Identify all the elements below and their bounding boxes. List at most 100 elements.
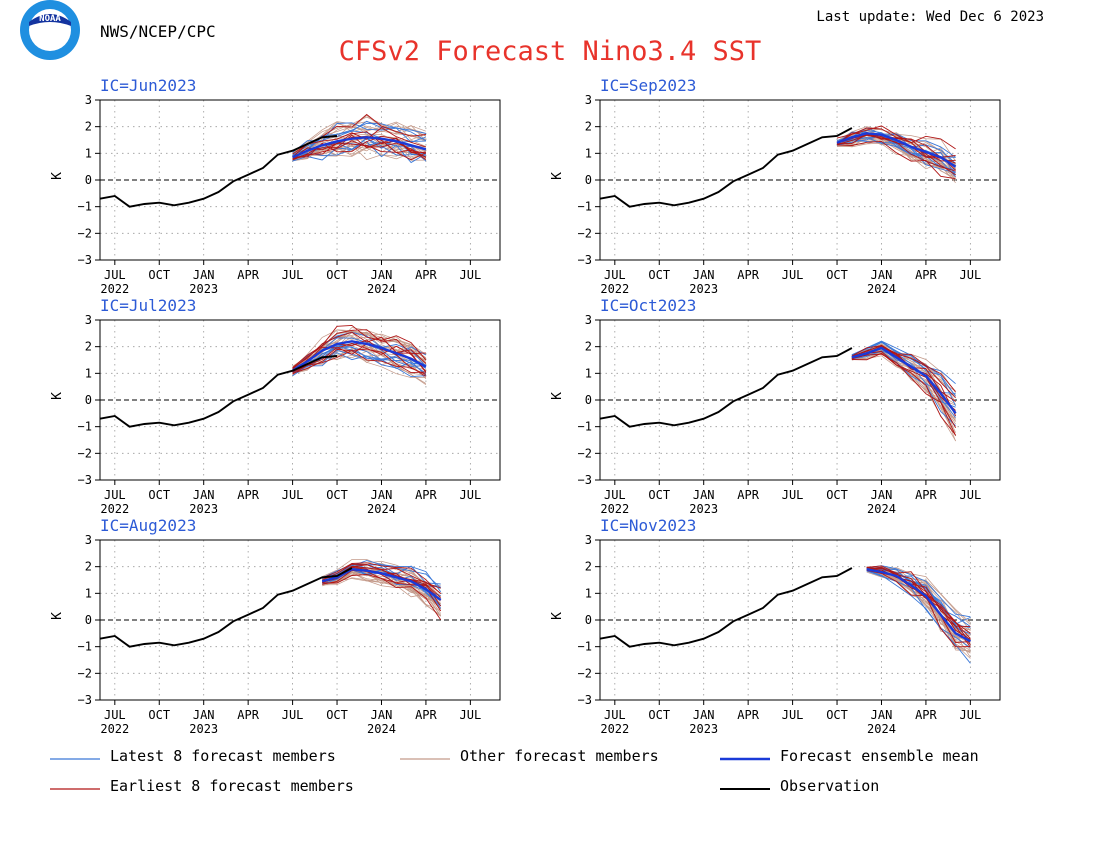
x-tick-label: JUL — [104, 488, 126, 502]
y-axis-label: K — [550, 392, 565, 400]
x-tick-label: JUL — [460, 488, 482, 502]
x-year-label: 2024 — [367, 282, 396, 296]
x-tick-label: APR — [915, 708, 937, 722]
y-tick-label: 3 — [585, 313, 592, 327]
legend-item-other: Other forecast members — [400, 747, 659, 765]
agency-label: NWS/NCEP/CPC — [100, 22, 216, 41]
x-tick-label: JUL — [782, 708, 804, 722]
x-tick-label: JUL — [282, 488, 304, 502]
y-tick-label: −1 — [78, 200, 92, 214]
x-year-label: 2023 — [689, 722, 718, 736]
x-tick-label: JAN — [871, 708, 893, 722]
panel-label: IC=Aug2023 — [100, 516, 196, 535]
y-tick-label: −3 — [578, 253, 592, 267]
legend-item-earliest: Earliest 8 forecast members — [50, 777, 354, 795]
y-tick-label: −1 — [578, 200, 592, 214]
panel-label: IC=Nov2023 — [600, 516, 696, 535]
y-tick-label: 0 — [85, 393, 92, 407]
y-tick-label: 1 — [585, 366, 592, 380]
x-tick-label: OCT — [326, 268, 348, 282]
x-tick-label: OCT — [148, 708, 170, 722]
y-tick-label: 2 — [85, 120, 92, 134]
y-tick-label: 0 — [85, 613, 92, 627]
observation-line — [600, 348, 852, 427]
x-tick-label: OCT — [648, 268, 670, 282]
x-tick-label: JAN — [693, 488, 715, 502]
x-tick-label: JUL — [960, 268, 982, 282]
x-tick-label: OCT — [148, 488, 170, 502]
x-tick-label: APR — [915, 268, 937, 282]
panel-ic-sep2023: −3−2−10123KJUL OCT JAN APR JUL OCT JAN APR JUL20… — [550, 76, 1000, 296]
x-tick-label: JUL — [960, 488, 982, 502]
noaa-logo-text: NOAA — [39, 14, 61, 24]
x-tick-label: JAN — [193, 708, 215, 722]
x-tick-label: JAN — [193, 488, 215, 502]
legend: Latest 8 forecast members Other forecast… — [50, 747, 979, 795]
y-tick-label: 1 — [85, 586, 92, 600]
x-year-label: 2023 — [689, 502, 718, 516]
noaa-logo: NOAA — [20, 0, 80, 60]
x-year-label: 2024 — [367, 502, 396, 516]
x-year-label: 2024 — [867, 282, 896, 296]
legend-label-mean: Forecast ensemble mean — [780, 747, 979, 765]
x-year-label: 2022 — [600, 282, 629, 296]
x-tick-label: APR — [415, 708, 437, 722]
x-tick-label: APR — [737, 268, 759, 282]
x-tick-label: JUL — [460, 708, 482, 722]
y-tick-label: 1 — [85, 146, 92, 160]
y-tick-label: 2 — [585, 340, 592, 354]
panel-ic-aug2023: −3−2−10123KJUL OCT JAN APR JUL OCT JAN APR JUL20… — [50, 516, 500, 736]
panels: −3−2−10123KJUL OCT JAN APR JUL OCT JAN APR JUL20… — [50, 76, 1000, 736]
panel-label: IC=Jun2023 — [100, 76, 196, 95]
y-tick-label: −3 — [78, 473, 92, 487]
x-year-label: 2022 — [100, 502, 129, 516]
x-tick-label: JUL — [460, 268, 482, 282]
y-axis-label: K — [50, 612, 65, 620]
legend-label-observation: Observation — [780, 777, 879, 795]
x-tick-label: JUL — [604, 268, 626, 282]
x-tick-label: JAN — [871, 268, 893, 282]
x-year-label: 2022 — [600, 502, 629, 516]
legend-label-earliest: Earliest 8 forecast members — [110, 777, 354, 795]
x-tick-label: APR — [237, 708, 259, 722]
x-tick-label: JAN — [693, 268, 715, 282]
legend-item-observation: Observation — [720, 777, 879, 795]
y-tick-label: 1 — [585, 146, 592, 160]
observation-line — [100, 136, 337, 207]
y-tick-label: 1 — [585, 586, 592, 600]
x-tick-label: OCT — [826, 488, 848, 502]
x-tick-label: JUL — [282, 708, 304, 722]
x-tick-label: JUL — [604, 488, 626, 502]
x-tick-label: JUL — [104, 268, 126, 282]
y-tick-label: −3 — [578, 693, 592, 707]
y-tick-label: 1 — [85, 366, 92, 380]
x-year-label: 2024 — [867, 502, 896, 516]
y-tick-label: 0 — [85, 173, 92, 187]
x-tick-label: JAN — [371, 268, 393, 282]
legend-item-latest: Latest 8 forecast members — [50, 747, 336, 765]
y-axis-label: K — [50, 172, 65, 180]
x-tick-label: JUL — [282, 268, 304, 282]
x-year-label: 2022 — [600, 722, 629, 736]
y-tick-label: −2 — [78, 446, 92, 460]
x-tick-label: OCT — [326, 708, 348, 722]
x-tick-label: APR — [915, 488, 937, 502]
x-year-label: 2023 — [189, 502, 218, 516]
panel-label: IC=Oct2023 — [600, 296, 696, 315]
x-year-label: 2023 — [189, 722, 218, 736]
panel-label: IC=Sep2023 — [600, 76, 696, 95]
x-year-label: 2023 — [689, 282, 718, 296]
x-tick-label: OCT — [648, 488, 670, 502]
legend-item-mean: Forecast ensemble mean — [720, 747, 979, 765]
x-tick-label: JAN — [871, 488, 893, 502]
x-tick-label: APR — [737, 708, 759, 722]
y-tick-label: −3 — [78, 253, 92, 267]
y-tick-label: −1 — [78, 420, 92, 434]
x-year-label: 2022 — [100, 282, 129, 296]
x-year-label: 2024 — [867, 722, 896, 736]
observation-line — [100, 356, 337, 427]
x-tick-label: JUL — [104, 708, 126, 722]
y-tick-label: 3 — [585, 533, 592, 547]
x-tick-label: OCT — [826, 268, 848, 282]
